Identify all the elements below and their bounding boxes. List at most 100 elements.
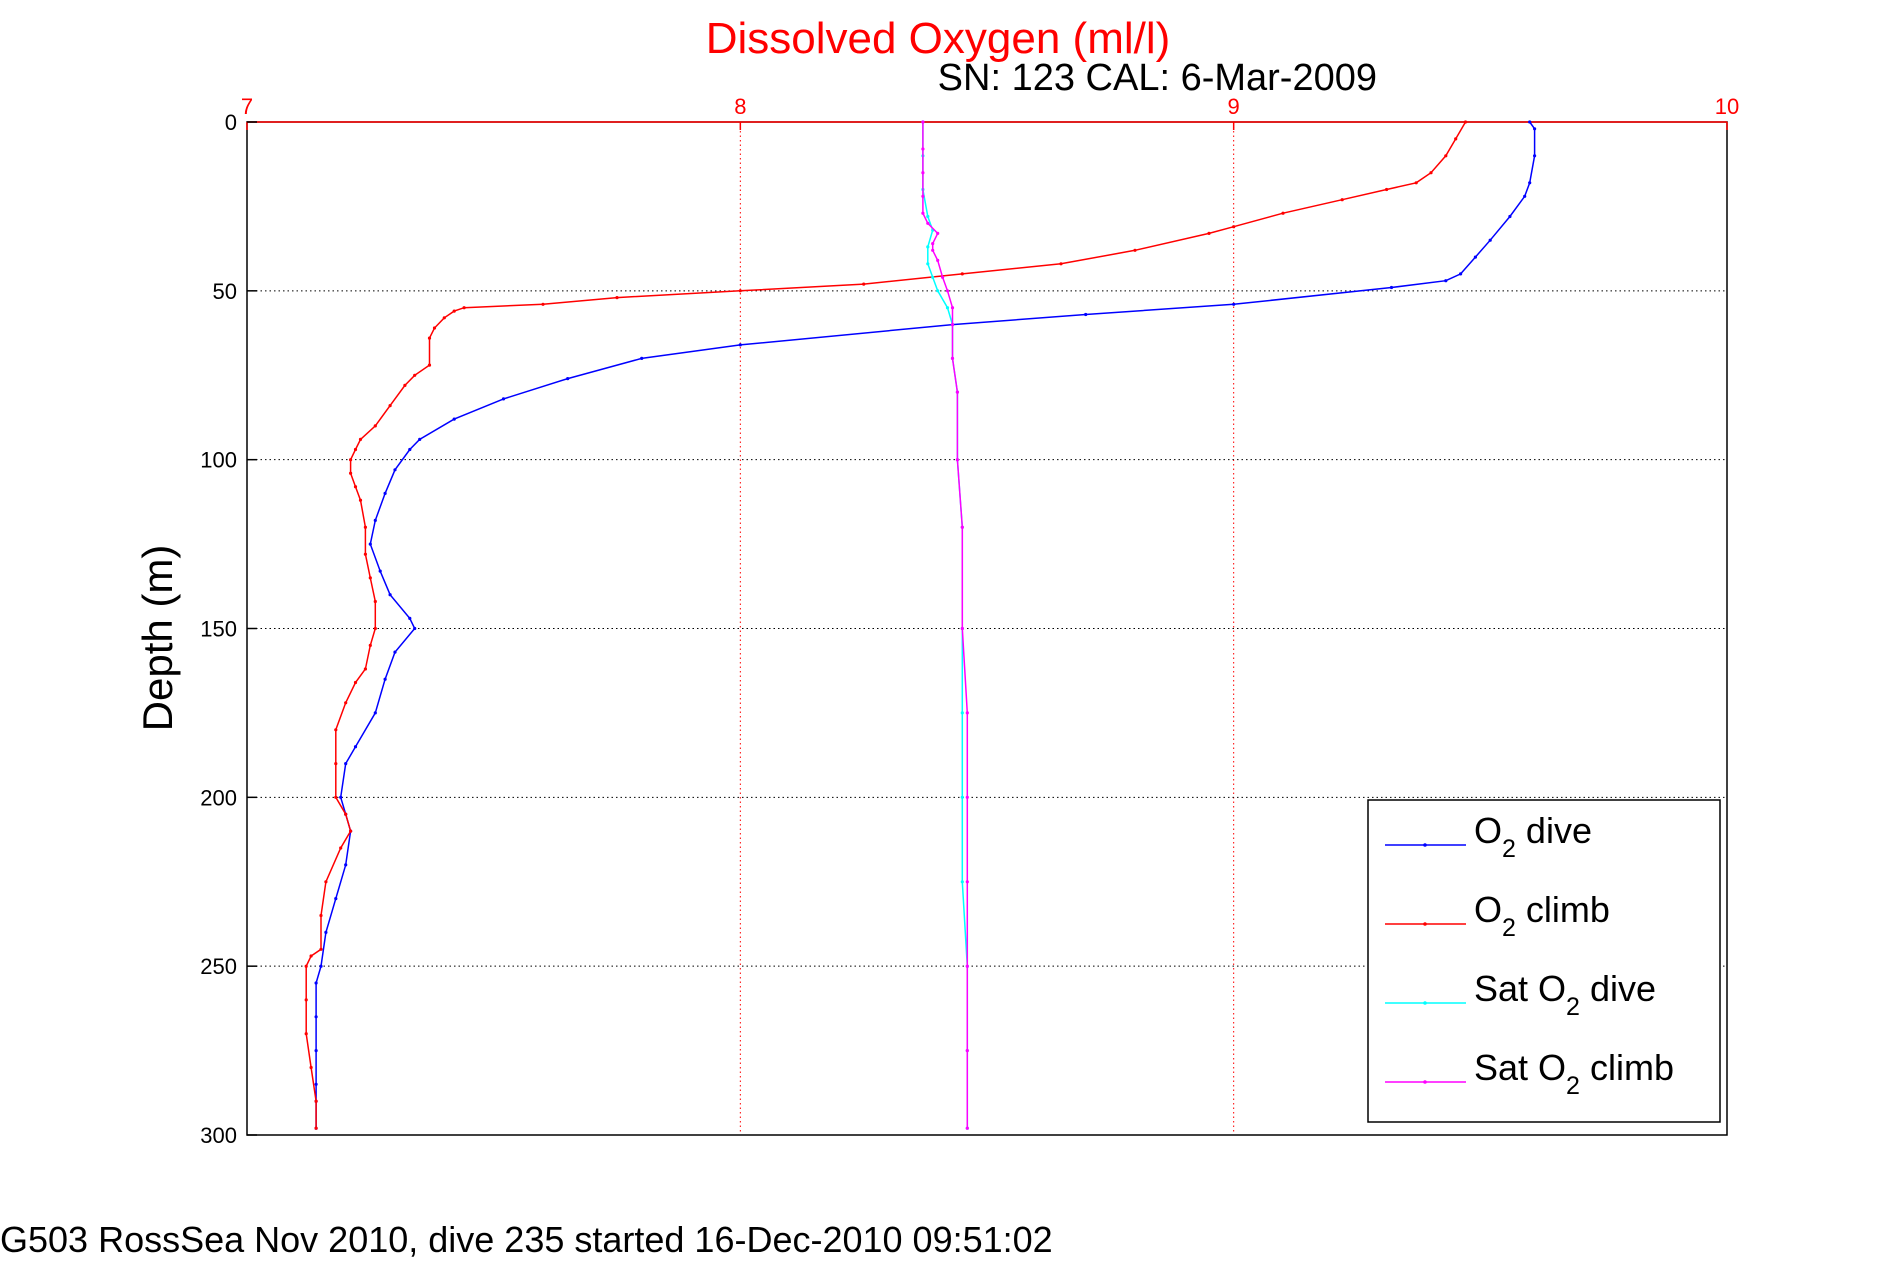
legend-label: Sat O2 dive bbox=[1474, 968, 1656, 1021]
data-point bbox=[353, 745, 358, 749]
data-point bbox=[1059, 262, 1063, 266]
data-point bbox=[738, 289, 742, 293]
data-point bbox=[432, 326, 437, 330]
data-point bbox=[615, 296, 619, 300]
data-point bbox=[334, 728, 338, 732]
legend-label-prefix: Sat O bbox=[1474, 968, 1566, 1009]
data-point bbox=[1340, 198, 1344, 202]
series-group bbox=[304, 120, 1537, 1130]
data-point bbox=[960, 525, 964, 529]
data-point bbox=[1429, 171, 1433, 175]
data-point bbox=[1459, 272, 1463, 276]
legend-marker bbox=[1423, 922, 1427, 926]
data-point bbox=[442, 316, 446, 320]
data-point bbox=[965, 711, 969, 715]
data-point bbox=[393, 650, 397, 654]
data-point bbox=[936, 258, 940, 262]
x-tick-label: 7 bbox=[241, 94, 253, 119]
data-point bbox=[363, 525, 367, 529]
data-point bbox=[304, 998, 308, 1002]
data-point bbox=[373, 711, 377, 715]
legend-label-subscript: 2 bbox=[1566, 993, 1580, 1021]
data-point bbox=[950, 356, 955, 360]
data-point bbox=[566, 377, 570, 381]
data-point bbox=[1473, 255, 1477, 259]
legend-marker bbox=[1423, 1001, 1427, 1005]
legend-label-subscript: 2 bbox=[1502, 914, 1516, 942]
data-point bbox=[314, 1099, 318, 1103]
data-point bbox=[314, 1082, 318, 1086]
data-point bbox=[965, 880, 969, 884]
data-point bbox=[363, 667, 367, 671]
data-point bbox=[452, 417, 456, 421]
data-point bbox=[1385, 187, 1389, 192]
data-point bbox=[960, 795, 964, 799]
legend-label-suffix: dive bbox=[1516, 810, 1592, 851]
data-point bbox=[1488, 238, 1492, 242]
data-point bbox=[1207, 231, 1211, 235]
data-point bbox=[941, 275, 945, 279]
data-point bbox=[353, 447, 358, 452]
y-tick-label: 100 bbox=[200, 448, 237, 473]
data-point bbox=[936, 289, 940, 293]
data-point bbox=[418, 437, 422, 441]
legend-label: Sat O2 climb bbox=[1474, 1047, 1674, 1100]
data-point bbox=[1533, 154, 1537, 158]
footer-caption: G503 RossSea Nov 2010, dive 235 started … bbox=[0, 1219, 1053, 1260]
data-point bbox=[1454, 137, 1458, 141]
y-tick-label: 50 bbox=[213, 279, 237, 304]
data-point bbox=[936, 231, 940, 235]
legend-box bbox=[1367, 799, 1721, 1123]
data-point bbox=[344, 762, 348, 766]
legend-label-subscript: 2 bbox=[1566, 1072, 1580, 1100]
data-point bbox=[965, 964, 969, 968]
y-tick-label: 300 bbox=[200, 1123, 237, 1148]
legend-label-prefix: O bbox=[1474, 810, 1502, 851]
legend-label-suffix: climb bbox=[1580, 1047, 1674, 1088]
data-point bbox=[1281, 211, 1285, 215]
data-point bbox=[1084, 312, 1088, 317]
y-axis-label: Depth (m) bbox=[134, 545, 181, 732]
data-point bbox=[373, 518, 377, 523]
data-point bbox=[965, 1049, 969, 1053]
data-point bbox=[640, 356, 644, 360]
data-point bbox=[921, 171, 925, 175]
data-point bbox=[363, 552, 367, 556]
data-point bbox=[353, 680, 358, 685]
data-point bbox=[349, 829, 353, 833]
data-point bbox=[408, 447, 412, 452]
data-point bbox=[373, 599, 377, 604]
data-point bbox=[344, 812, 348, 816]
legend-label-subscript: 2 bbox=[1502, 835, 1516, 863]
data-point bbox=[921, 147, 925, 151]
data-point bbox=[960, 711, 964, 715]
data-point bbox=[541, 302, 545, 306]
data-point bbox=[945, 289, 950, 293]
data-point bbox=[383, 491, 387, 495]
data-point bbox=[309, 1065, 313, 1070]
data-point bbox=[334, 795, 338, 799]
y-ticks: 0 50 100 150 200 250 300 bbox=[200, 110, 257, 1148]
data-point bbox=[921, 120, 925, 124]
data-point bbox=[314, 981, 318, 985]
x-tick-label: 9 bbox=[1228, 94, 1240, 119]
legend-item: Sat O2 climb bbox=[1385, 1047, 1674, 1100]
data-point bbox=[427, 336, 432, 340]
data-point bbox=[1444, 279, 1448, 283]
data-point bbox=[427, 363, 432, 367]
data-point bbox=[314, 1049, 318, 1053]
data-point bbox=[1508, 214, 1512, 219]
data-point bbox=[955, 390, 960, 394]
data-point bbox=[1232, 302, 1236, 306]
data-point bbox=[862, 282, 866, 286]
data-point bbox=[368, 542, 372, 546]
data-point bbox=[319, 947, 323, 951]
legend-item: Sat O2 dive bbox=[1385, 968, 1656, 1021]
data-point bbox=[931, 275, 935, 279]
data-point bbox=[1528, 181, 1532, 185]
data-point bbox=[1133, 248, 1137, 252]
data-point bbox=[1528, 120, 1532, 124]
legend-item: O2 dive bbox=[1385, 810, 1592, 863]
data-point bbox=[309, 954, 313, 958]
